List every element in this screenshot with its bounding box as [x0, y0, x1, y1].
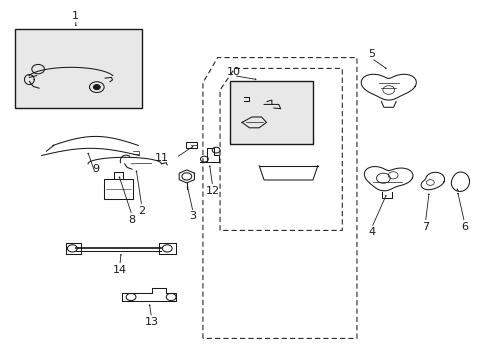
Polygon shape [185, 142, 196, 148]
Text: 3: 3 [189, 211, 196, 221]
Text: 2: 2 [138, 206, 145, 216]
Text: 13: 13 [144, 317, 158, 327]
Text: 10: 10 [226, 67, 240, 77]
Text: 7: 7 [421, 222, 428, 232]
Bar [103, 179, 133, 199]
Text: 6: 6 [460, 222, 467, 232]
Text: 1: 1 [72, 11, 79, 21]
Text: 8: 8 [128, 215, 135, 225]
Text: 5: 5 [367, 49, 374, 59]
Text: 9: 9 [92, 164, 99, 174]
Bar [229, 81, 312, 144]
Bar [15, 29, 142, 108]
Text: 4: 4 [367, 227, 374, 237]
Text: 12: 12 [205, 186, 219, 196]
Circle shape [93, 85, 100, 90]
Text: 14: 14 [113, 265, 126, 275]
Text: 11: 11 [154, 153, 168, 163]
